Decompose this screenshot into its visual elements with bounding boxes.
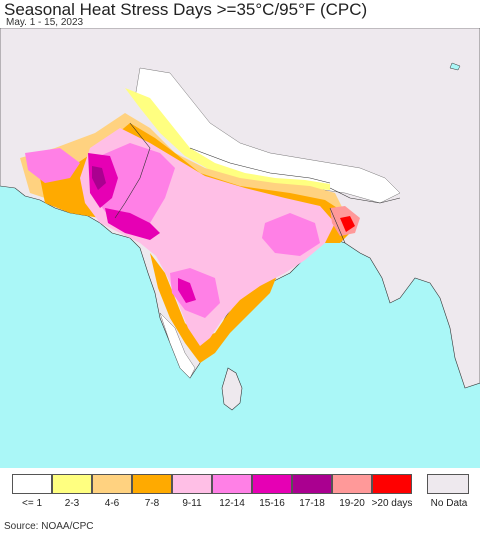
region-gt20 [340,216,355,232]
region-le1-south [159,312,196,379]
legend-label: 12-14 [219,498,245,509]
heat-stress-map [0,28,480,468]
legend-swatch [172,474,212,494]
legend-swatch [132,474,172,494]
legend-label: >20 days [371,498,413,509]
map-title: Seasonal Heat Stress Days >=35°C/95°F (C… [4,0,368,19]
legend-swatch [92,474,132,494]
legend-label: 15-16 [259,498,285,509]
sri-lanka [221,367,243,411]
legend-nodata-swatch [427,474,469,494]
legend-swatch [332,474,372,494]
country-borders [114,122,401,244]
legend-swatch [52,474,92,494]
region-2-3 [125,88,330,190]
legend-label: 19-20 [339,498,365,509]
legend-label: 7-8 [144,498,160,509]
region-7-8-coast [150,253,278,363]
legend-label: 9-11 [182,498,202,509]
region-17-18 [92,166,106,190]
region-12-14-east [262,213,320,256]
legend-label: 4-6 [104,498,120,509]
region-15-16-deccan [178,278,196,303]
region-12-14-west [25,148,80,183]
legend-nodata-label: No Data [430,498,468,509]
map-subtitle: May. 1 - 15, 2023 [6,17,84,28]
source-credit: Source: NOAA/CPC [4,521,94,532]
legend-swatch [292,474,332,494]
legend-label: 17-18 [299,498,325,509]
legend-label: <= 1 [21,498,43,509]
legend-label: 2-3 [64,498,80,509]
region-15-16-gujarat [105,208,160,240]
legend-swatch [252,474,292,494]
legend-swatch [372,474,412,494]
legend-swatch [212,474,252,494]
legend-swatch [12,474,52,494]
region-12-14 [95,143,175,228]
lake-marker [449,62,461,71]
